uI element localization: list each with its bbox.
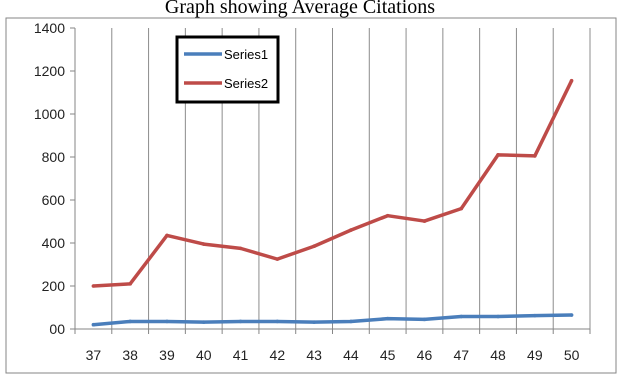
series-point	[128, 319, 132, 324]
y-tick-label: 1200	[34, 63, 65, 79]
series-point	[569, 313, 574, 317]
y-tick-label: 400	[42, 235, 66, 251]
series-point	[349, 228, 353, 232]
y-tick-label: 200	[42, 278, 66, 294]
series-point	[128, 282, 132, 286]
x-tick-label: 44	[343, 347, 359, 363]
series-point	[385, 316, 390, 321]
series-point	[459, 206, 464, 211]
x-tick-label: 45	[380, 347, 396, 363]
x-tick-label: 47	[453, 347, 469, 363]
y-tick-label: 1000	[34, 106, 65, 122]
y-tick-label: 00	[49, 321, 65, 337]
x-tick-label: 42	[270, 347, 286, 363]
series-point	[91, 322, 96, 327]
legend-box	[175, 35, 280, 104]
series-point	[238, 319, 243, 324]
y-tick-label: 600	[42, 192, 66, 208]
series-point	[238, 246, 243, 251]
series-point	[496, 153, 500, 157]
series-point	[165, 233, 169, 238]
series-point	[275, 257, 280, 261]
series-point	[275, 319, 280, 324]
legend-label: Series1	[224, 47, 268, 62]
x-tick-label: 46	[417, 347, 433, 363]
series-point	[533, 154, 537, 158]
x-tick-label: 41	[233, 347, 249, 363]
series-point	[422, 219, 427, 223]
series-point	[201, 320, 206, 324]
series-point	[349, 319, 353, 324]
x-tick-label: 43	[306, 347, 322, 363]
x-tick-label: 39	[159, 347, 175, 363]
y-tick-label: 1400	[34, 20, 65, 36]
y-axis-ticks: 00 200 400 600 800 1000 1200 1400	[34, 20, 75, 337]
series-point	[165, 319, 169, 324]
series-point	[533, 313, 537, 318]
series-point	[459, 314, 464, 319]
series-point	[496, 314, 500, 319]
series-point	[312, 244, 316, 249]
x-tick-label: 48	[490, 347, 506, 363]
series-lines	[91, 78, 574, 327]
series-point	[385, 213, 390, 218]
series-line-1	[93, 313, 572, 327]
legend-label: Series2	[224, 76, 268, 91]
gridlines	[111, 28, 591, 329]
x-tick-label: 50	[564, 347, 580, 363]
chart-title: Graph showing Average Citations	[165, 0, 435, 18]
x-axis-ticks: 37 38 39 40 41 42 43 44 45 46 47 48 49 50	[74, 329, 591, 363]
series-point	[201, 242, 206, 246]
x-tick-label: 49	[527, 347, 543, 363]
x-tick-label: 40	[196, 347, 212, 363]
chart-frame	[5, 17, 617, 374]
series-point	[422, 317, 427, 322]
series-point	[91, 284, 96, 288]
series-point	[312, 320, 316, 324]
x-tick-label: 37	[86, 347, 102, 363]
series-point	[569, 78, 574, 83]
series-line-2	[93, 79, 574, 288]
x-tick-label: 38	[122, 347, 138, 363]
y-tick-label: 800	[42, 149, 66, 165]
legend: Series1 Series2	[175, 35, 280, 104]
